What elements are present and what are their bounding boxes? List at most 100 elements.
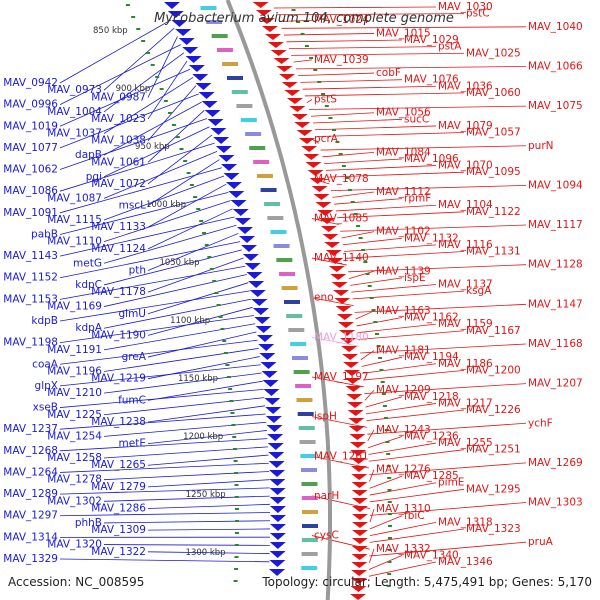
- guide-dash: [175, 136, 180, 138]
- reverse-gene-arrow: [263, 389, 280, 396]
- forward-gene-arrow: [351, 490, 368, 496]
- gene-label-right: MAV_1104: [438, 199, 493, 211]
- feature-band: [301, 482, 318, 486]
- connector-left: [59, 216, 235, 257]
- forward-gene-arrow: [343, 370, 360, 376]
- gene-label-right: MAV_1226: [466, 404, 521, 416]
- reverse-gene-arrow: [230, 200, 247, 207]
- gene-label-left: MAV_1143: [3, 250, 58, 262]
- connector-left: [147, 551, 270, 554]
- reverse-gene-arrow: [201, 101, 218, 108]
- gene-label-right: pstA: [438, 41, 462, 53]
- connector-right: [295, 66, 527, 70]
- forward-gene-arrow: [342, 354, 359, 360]
- guide-dash: [234, 496, 239, 498]
- feature-band: [290, 342, 307, 346]
- forward-gene-arrow: [305, 162, 322, 168]
- forward-gene-arrow: [317, 210, 334, 216]
- gene-label-left: MAV_1038: [91, 135, 146, 147]
- gene-label-left: MAV_1210: [47, 387, 102, 399]
- forward-gene-arrow: [324, 242, 341, 248]
- connector-left: [59, 487, 270, 495]
- connector-right: [361, 356, 403, 367]
- connector-right: [369, 482, 437, 496]
- connector-right: [352, 290, 465, 300]
- forward-gene-arrow: [348, 418, 365, 424]
- reverse-gene-arrow: [213, 137, 230, 144]
- gene-label-left: MAV_1062: [3, 164, 58, 176]
- forward-gene-arrow: [349, 434, 366, 440]
- connector-left: [103, 421, 267, 437]
- guide-dash: [300, 33, 305, 35]
- gene-label-right: MAV_1147: [528, 298, 583, 310]
- guide-dash: [381, 393, 386, 395]
- connector-left: [59, 290, 250, 322]
- connector-right: [281, 26, 527, 29]
- guide-dash: [378, 357, 383, 359]
- connector-left: [59, 93, 199, 149]
- gene-label-left: MAV_1279: [91, 481, 146, 493]
- connector-left: [103, 175, 225, 221]
- feature-band: [283, 300, 300, 304]
- forward-gene-arrow: [351, 482, 368, 488]
- reverse-gene-arrow: [267, 434, 284, 441]
- connector-right: [367, 429, 375, 442]
- gene-label-right: ychF: [528, 417, 553, 429]
- feature-band: [301, 566, 318, 570]
- gene-label-left: MAV_1278: [47, 474, 102, 486]
- kbp-tick-label: 1200 kbp: [183, 432, 223, 442]
- forward-gene-arrow: [350, 586, 367, 592]
- kbp-tick-label: 1250 kbp: [186, 490, 226, 500]
- connector-left: [147, 380, 263, 401]
- reverse-gene-arrow: [249, 290, 266, 297]
- reverse-gene-arrow: [267, 443, 284, 450]
- feature-band: [200, 6, 217, 10]
- gene-label-left: glmU: [119, 308, 147, 320]
- gene-label-left: glpX: [35, 380, 58, 392]
- connector-right: [351, 284, 437, 293]
- connector-right: [325, 165, 437, 171]
- gene-label-left: MAV_1258: [47, 452, 102, 464]
- gene-label-left: phhB: [75, 517, 102, 529]
- guide-dash: [341, 165, 346, 167]
- connector-right: [341, 231, 375, 239]
- gene-label-left: MAV_1190: [91, 329, 146, 341]
- feature-band: [206, 20, 223, 24]
- gene-label-right: cobF: [376, 67, 401, 79]
- connector-left: [103, 150, 218, 199]
- gene-label-left: MAV_1286: [91, 503, 146, 515]
- gene-label-right: MAV_1332: [376, 543, 431, 555]
- connector-left: [147, 454, 269, 466]
- forward-gene-arrow: [289, 106, 306, 112]
- gene-label-right: sucC: [404, 113, 429, 125]
- connector-left: [103, 52, 185, 113]
- reverse-gene-arrow: [167, 11, 184, 18]
- gene-label-right: MAV_1207: [528, 378, 583, 390]
- gene-label-right: MAV_1116: [438, 239, 493, 251]
- connector-right: [365, 396, 403, 408]
- connector-left: [59, 413, 266, 430]
- guide-dash: [387, 573, 392, 575]
- guide-dash: [204, 244, 209, 246]
- connector-right: [368, 548, 375, 563]
- connector-right: [283, 33, 375, 36]
- connector-right: [367, 422, 527, 435]
- forward-gene-arrow: [346, 394, 363, 400]
- guide-dash: [207, 256, 212, 258]
- guide-dash: [209, 268, 214, 270]
- gene-label-right: MAV_1056: [376, 107, 431, 119]
- forward-gene-arrow: [341, 346, 358, 352]
- forward-gene-arrow: [258, 18, 275, 24]
- forward-gene-arrow: [331, 282, 348, 288]
- guide-dash: [387, 549, 392, 551]
- connector-left: [59, 167, 222, 214]
- reverse-gene-arrow: [251, 299, 268, 306]
- connector-left: [103, 495, 270, 502]
- guide-dash: [324, 105, 329, 107]
- feature-band: [293, 370, 310, 374]
- feature-band: [245, 132, 262, 136]
- forward-gene-arrow: [351, 562, 368, 568]
- feature-band: [276, 258, 293, 262]
- feature-band: [301, 510, 318, 514]
